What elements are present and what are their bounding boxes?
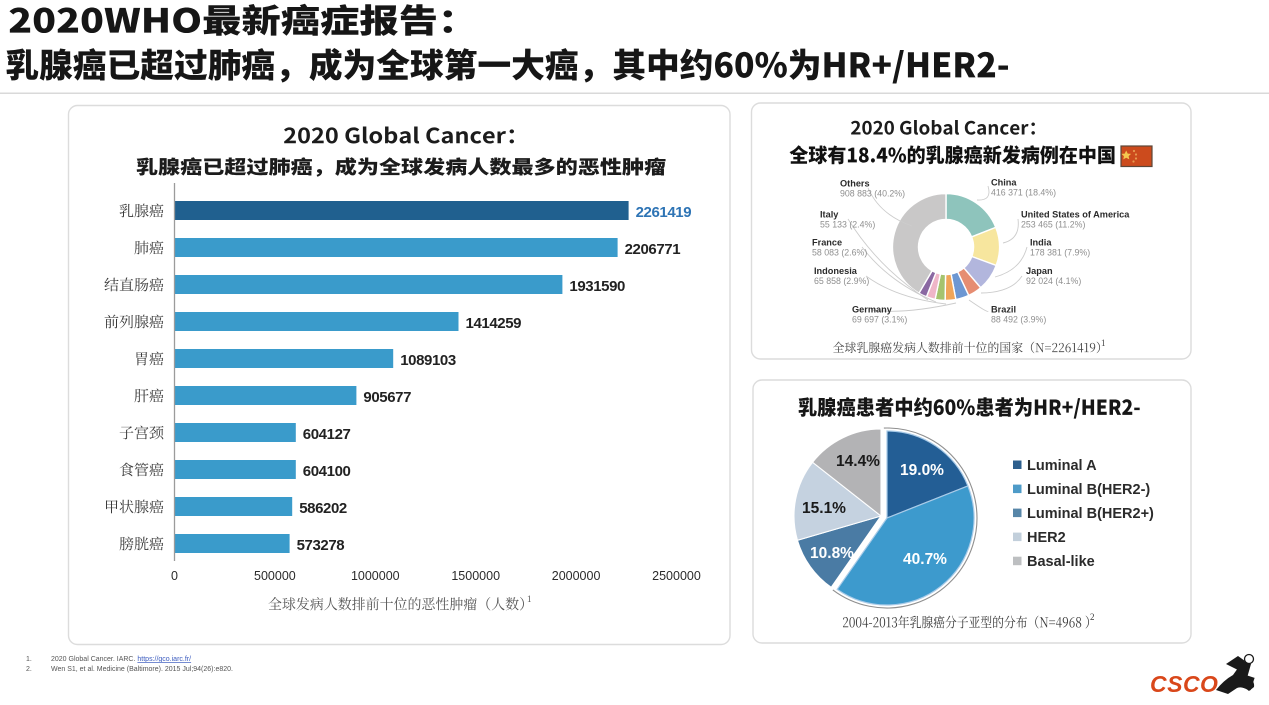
- svg-text:0: 0: [171, 569, 178, 583]
- svg-text:HER2: HER2: [1027, 530, 1066, 546]
- svg-text:Basal-like: Basal-like: [1027, 554, 1095, 570]
- svg-text:Others: Others: [840, 179, 870, 189]
- svg-text:2020 Global Cancer. IARC. http: 2020 Global Cancer. IARC. https://gco.ia…: [51, 656, 191, 663]
- svg-text:586202: 586202: [299, 500, 347, 517]
- svg-text:Luminal A: Luminal A: [1027, 458, 1097, 474]
- svg-text:178 381 (7.9%): 178 381 (7.9%): [1030, 248, 1090, 258]
- svg-text:14.4%: 14.4%: [836, 453, 880, 470]
- svg-text:Luminal B(HER2+): Luminal B(HER2+): [1027, 506, 1154, 522]
- svg-text:604127: 604127: [303, 426, 351, 443]
- svg-text:Germany: Germany: [852, 305, 893, 315]
- svg-text:19.0%: 19.0%: [900, 462, 944, 479]
- svg-text:500000: 500000: [254, 569, 296, 583]
- svg-text:2206771: 2206771: [625, 241, 681, 258]
- svg-text:2500000: 2500000: [652, 569, 701, 583]
- svg-text:1414259: 1414259: [466, 315, 522, 332]
- svg-text:1500000: 1500000: [451, 569, 500, 583]
- svg-text:1: 1: [1101, 338, 1106, 348]
- svg-text:58 083 (2.6%): 58 083 (2.6%): [812, 248, 867, 258]
- svg-text:908 883 (40.2%): 908 883 (40.2%): [840, 189, 905, 199]
- svg-text:CSCO: CSCO: [1150, 671, 1218, 697]
- svg-text:2000000: 2000000: [552, 569, 601, 583]
- svg-text:1000000: 1000000: [351, 569, 400, 583]
- svg-text:573278: 573278: [297, 537, 345, 554]
- svg-text:65 858 (2.9%): 65 858 (2.9%): [814, 276, 869, 286]
- svg-text:Italy: Italy: [820, 210, 839, 220]
- svg-text:China: China: [991, 178, 1017, 188]
- svg-text:416 371 (18.4%): 416 371 (18.4%): [991, 188, 1056, 198]
- svg-text:92 024 (4.1%): 92 024 (4.1%): [1026, 276, 1081, 286]
- svg-text:Indonesia: Indonesia: [814, 266, 858, 276]
- svg-text:France: France: [812, 238, 842, 248]
- svg-text:2: 2: [1090, 612, 1095, 622]
- svg-text:40.7%: 40.7%: [903, 551, 947, 568]
- svg-text:55 133 (2.4%): 55 133 (2.4%): [820, 220, 875, 230]
- svg-text:2261419: 2261419: [636, 204, 692, 221]
- svg-text:United States of America: United States of America: [1021, 210, 1130, 220]
- svg-text:604100: 604100: [303, 463, 351, 480]
- svg-text:1931590: 1931590: [569, 278, 625, 295]
- svg-text:1: 1: [527, 594, 532, 604]
- svg-text:88 492 (3.9%): 88 492 (3.9%): [991, 315, 1046, 325]
- svg-text:India: India: [1030, 238, 1052, 248]
- svg-text:Wen S1, et al. Medicine (Balti: Wen S1, et al. Medicine (Baltimore). 201…: [51, 666, 233, 673]
- svg-text:Japan: Japan: [1026, 266, 1053, 276]
- svg-text:10.8%: 10.8%: [810, 545, 854, 562]
- svg-text:2.: 2.: [26, 666, 32, 673]
- svg-text:Brazil: Brazil: [991, 305, 1016, 315]
- svg-text:1089103: 1089103: [400, 352, 456, 369]
- svg-text:Luminal B(HER2-): Luminal B(HER2-): [1027, 482, 1150, 498]
- svg-text:905677: 905677: [363, 389, 411, 406]
- svg-text:69 697 (3.1%): 69 697 (3.1%): [852, 315, 907, 325]
- svg-text:1.: 1.: [26, 656, 32, 663]
- svg-text:253 465 (11.2%): 253 465 (11.2%): [1021, 220, 1085, 230]
- svg-text:15.1%: 15.1%: [802, 500, 846, 517]
